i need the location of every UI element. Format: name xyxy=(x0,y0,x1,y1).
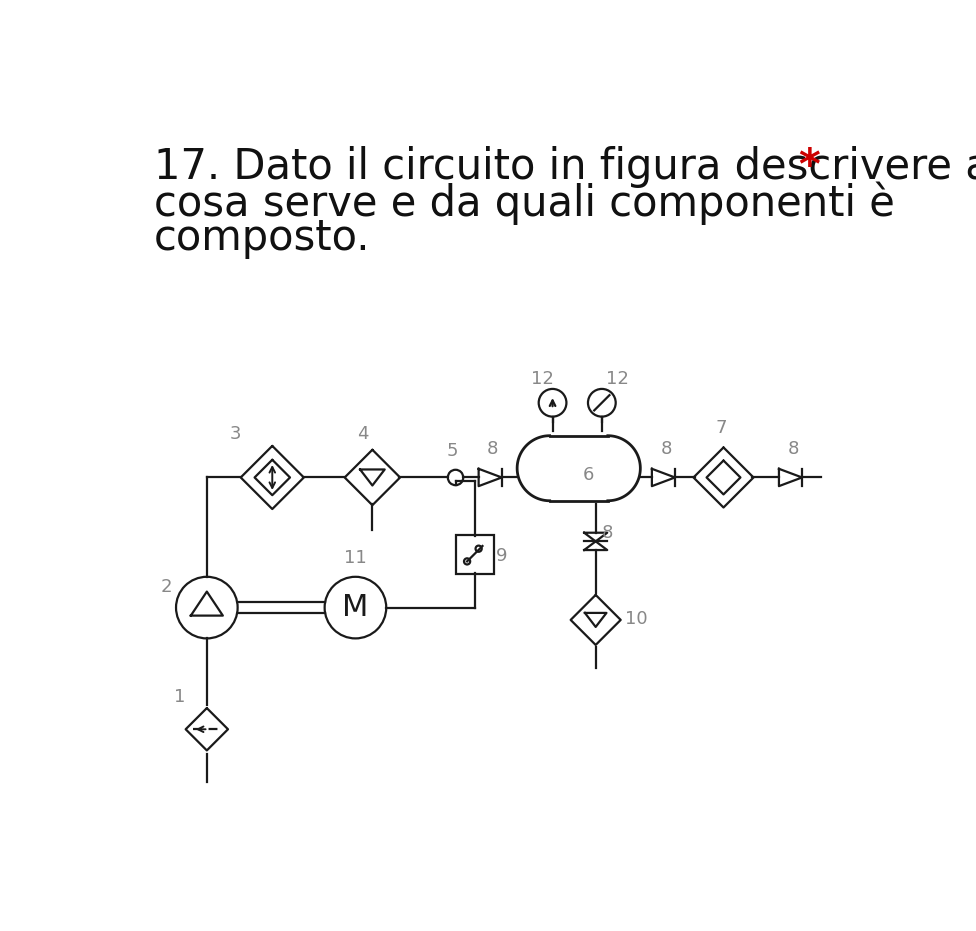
Text: 12: 12 xyxy=(531,370,553,387)
Text: M: M xyxy=(343,593,369,622)
Text: 5: 5 xyxy=(446,442,458,460)
Text: 3: 3 xyxy=(230,425,241,443)
Text: 8: 8 xyxy=(661,440,671,458)
Text: 12: 12 xyxy=(606,370,629,387)
Text: 8: 8 xyxy=(788,440,798,458)
Text: 10: 10 xyxy=(625,610,647,627)
Text: 11: 11 xyxy=(344,549,367,567)
Text: *: * xyxy=(798,146,820,188)
Text: cosa serve e da quali componenti è: cosa serve e da quali componenti è xyxy=(153,182,895,225)
Text: 4: 4 xyxy=(357,425,369,443)
Text: 6: 6 xyxy=(583,466,594,484)
Text: 2: 2 xyxy=(161,578,172,596)
Bar xyxy=(456,535,494,573)
Text: 8: 8 xyxy=(602,523,613,542)
Text: 8: 8 xyxy=(487,440,499,458)
Text: composto.: composto. xyxy=(153,217,370,259)
Text: 9: 9 xyxy=(497,546,508,564)
Text: 1: 1 xyxy=(175,688,185,707)
Text: 17. Dato il circuito in figura descrivere a: 17. Dato il circuito in figura descriver… xyxy=(153,146,976,188)
Text: 7: 7 xyxy=(715,419,727,437)
